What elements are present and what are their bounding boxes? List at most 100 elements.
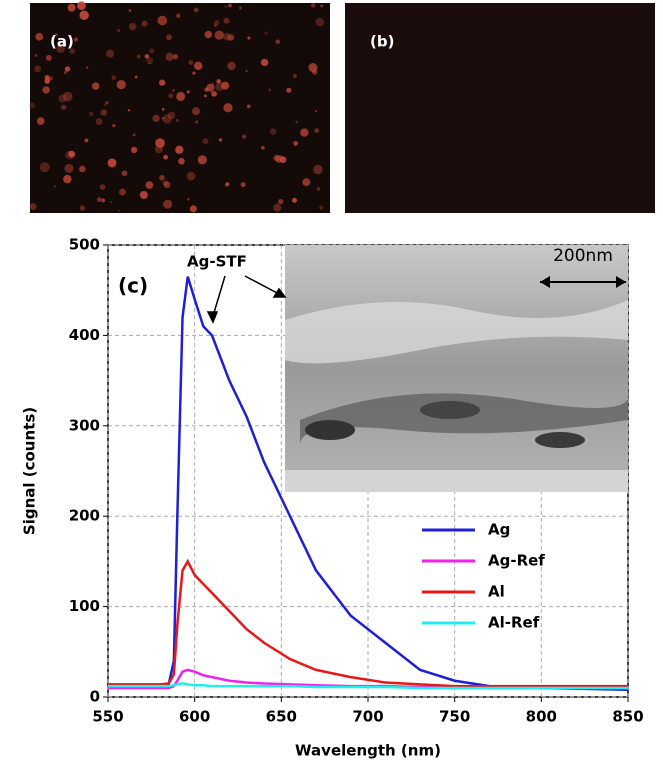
- x-axis-label: Wavelength (nm): [295, 742, 441, 760]
- texture-dot: [133, 134, 136, 137]
- texture-dot: [308, 63, 317, 72]
- texture-dot: [118, 210, 120, 212]
- texture-dot: [157, 16, 167, 26]
- texture-dot: [110, 201, 112, 203]
- texture-dot: [261, 59, 268, 66]
- texture-dot: [68, 4, 76, 12]
- texture-dot: [63, 175, 71, 183]
- texture-dot: [268, 89, 271, 92]
- texture-dot: [155, 145, 163, 153]
- texture-dot: [247, 104, 251, 108]
- texture-dot: [295, 121, 298, 124]
- texture-dot: [135, 76, 138, 79]
- texture-dot: [101, 198, 105, 202]
- texture-dot: [129, 9, 131, 11]
- texture-dot: [275, 155, 282, 162]
- texture-dot: [292, 198, 297, 203]
- texture-dot: [140, 191, 148, 199]
- texture-dot: [215, 82, 224, 91]
- texture-dot: [77, 1, 86, 10]
- texture-dot: [214, 24, 217, 27]
- texture-dot: [119, 189, 126, 196]
- texture-dot: [168, 93, 173, 98]
- texture-dot: [176, 119, 179, 122]
- annotation: Ag-STF: [187, 253, 247, 271]
- texture-dot: [198, 155, 207, 164]
- legend-label: Ag: [488, 521, 510, 539]
- texture-dot: [34, 54, 37, 57]
- texture-dot: [117, 80, 126, 89]
- x-tick-label: 850: [612, 708, 643, 726]
- texture-dot: [129, 23, 136, 30]
- texture-dot: [300, 128, 308, 136]
- x-tick-label: 700: [352, 708, 383, 726]
- texture-dot: [316, 18, 325, 27]
- texture-dot: [204, 95, 207, 98]
- texture-dot: [192, 71, 195, 74]
- texture-dot: [293, 141, 298, 146]
- texture-dot: [320, 5, 323, 8]
- texture-dot: [163, 200, 172, 209]
- texture-dot: [275, 39, 280, 44]
- y-tick-label: 100: [69, 597, 100, 615]
- y-tick-label: 400: [69, 326, 100, 344]
- texture-dot: [270, 128, 276, 134]
- texture-dot: [162, 108, 165, 111]
- texture-dot: [40, 162, 50, 172]
- texture-dot: [146, 57, 153, 64]
- texture-dot: [37, 117, 45, 125]
- texture-dot: [215, 31, 224, 40]
- texture-dot: [35, 33, 43, 41]
- texture-dot: [168, 112, 175, 119]
- texture-dot: [45, 75, 50, 80]
- texture-dot: [247, 36, 250, 39]
- texture-dot: [61, 105, 66, 110]
- legend-label: Ag-Ref: [488, 552, 545, 570]
- texture-dot: [178, 158, 185, 165]
- texture-dot: [273, 204, 281, 212]
- texture-dot: [211, 91, 217, 97]
- texture-dot: [54, 185, 57, 188]
- texture-dot: [194, 8, 199, 13]
- texture-dot: [34, 65, 41, 72]
- legend-label: Al: [488, 583, 505, 601]
- texture-dot: [302, 178, 310, 186]
- x-tick-label: 550: [92, 708, 123, 726]
- texture-dot: [278, 199, 283, 204]
- texture-dot: [104, 103, 107, 106]
- texture-dot: [86, 67, 88, 69]
- texture-dot: [219, 138, 223, 142]
- texture-dot: [225, 6, 227, 8]
- texture-dot: [211, 83, 214, 86]
- texture-dot: [137, 55, 141, 59]
- texture-dot: [128, 109, 131, 112]
- texture-dot: [159, 80, 165, 86]
- scale-bar-label: 200nm: [553, 246, 613, 266]
- texture-dot: [317, 187, 321, 191]
- texture-dot: [96, 118, 103, 125]
- texture-dot: [131, 147, 137, 153]
- image-a: [30, 3, 330, 213]
- texture-dot: [122, 170, 128, 176]
- texture-dot: [81, 11, 84, 14]
- texture-dot: [195, 120, 198, 123]
- texture-dot: [89, 111, 94, 116]
- texture-dot: [29, 103, 35, 109]
- texture-dot: [163, 155, 168, 160]
- texture-dot: [175, 146, 183, 154]
- texture-dot: [239, 6, 242, 9]
- texture-dot: [176, 92, 185, 101]
- texture-dot: [74, 37, 78, 41]
- texture-dot: [64, 164, 73, 173]
- x-tick-label: 800: [526, 708, 557, 726]
- texture-dot: [194, 62, 202, 70]
- texture-dot: [227, 62, 235, 70]
- texture-dot: [314, 128, 319, 133]
- texture-dot: [80, 205, 86, 211]
- texture-dot: [106, 50, 114, 58]
- texture-dot: [225, 183, 229, 187]
- legend-label: Al-Ref: [488, 614, 540, 632]
- texture-dot: [313, 165, 322, 174]
- texture-dot: [187, 90, 190, 93]
- y-tick-label: 0: [90, 688, 100, 706]
